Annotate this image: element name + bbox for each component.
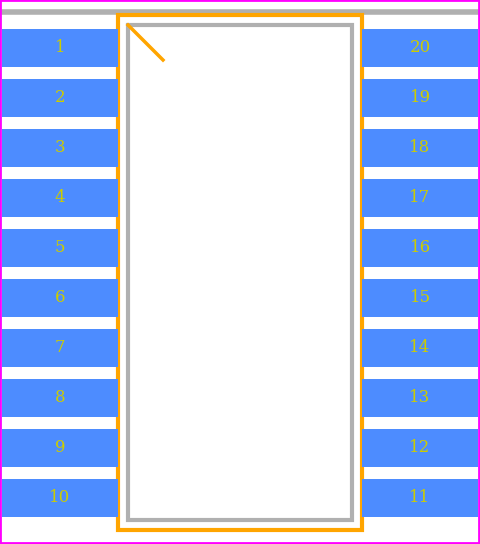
Text: 5: 5 [55,239,65,256]
Bar [2,479,118,516]
Bar [362,429,478,467]
Text: 8: 8 [55,389,65,406]
Bar [362,479,478,516]
Bar [2,279,118,317]
Bar [362,228,478,267]
Bar [118,15,362,530]
Text: 4: 4 [55,189,65,206]
Bar [362,128,478,166]
Text: 10: 10 [49,489,71,506]
Text: 14: 14 [409,339,431,356]
Bar [362,28,478,66]
Text: 20: 20 [409,39,431,56]
Bar [362,329,478,367]
Bar [2,379,118,417]
Text: 16: 16 [409,239,431,256]
Text: 7: 7 [55,339,65,356]
Bar [2,78,118,116]
Text: 1: 1 [55,39,65,56]
Bar [2,329,118,367]
Text: 19: 19 [409,89,431,106]
Text: 2: 2 [55,89,65,106]
Bar [362,178,478,217]
Text: 3: 3 [55,139,65,156]
Text: 15: 15 [409,289,431,306]
Bar [2,28,118,66]
Bar [362,379,478,417]
Bar [2,128,118,166]
Bar [362,78,478,116]
Bar [2,429,118,467]
Text: 12: 12 [409,439,431,456]
Text: 9: 9 [55,439,65,456]
Text: 18: 18 [409,139,431,156]
Text: 11: 11 [409,489,431,506]
Text: 13: 13 [409,389,431,406]
Bar [2,228,118,267]
Text: 6: 6 [55,289,65,306]
Bar [2,178,118,217]
Bar [128,25,352,520]
Text: 17: 17 [409,189,431,206]
Bar [362,279,478,317]
